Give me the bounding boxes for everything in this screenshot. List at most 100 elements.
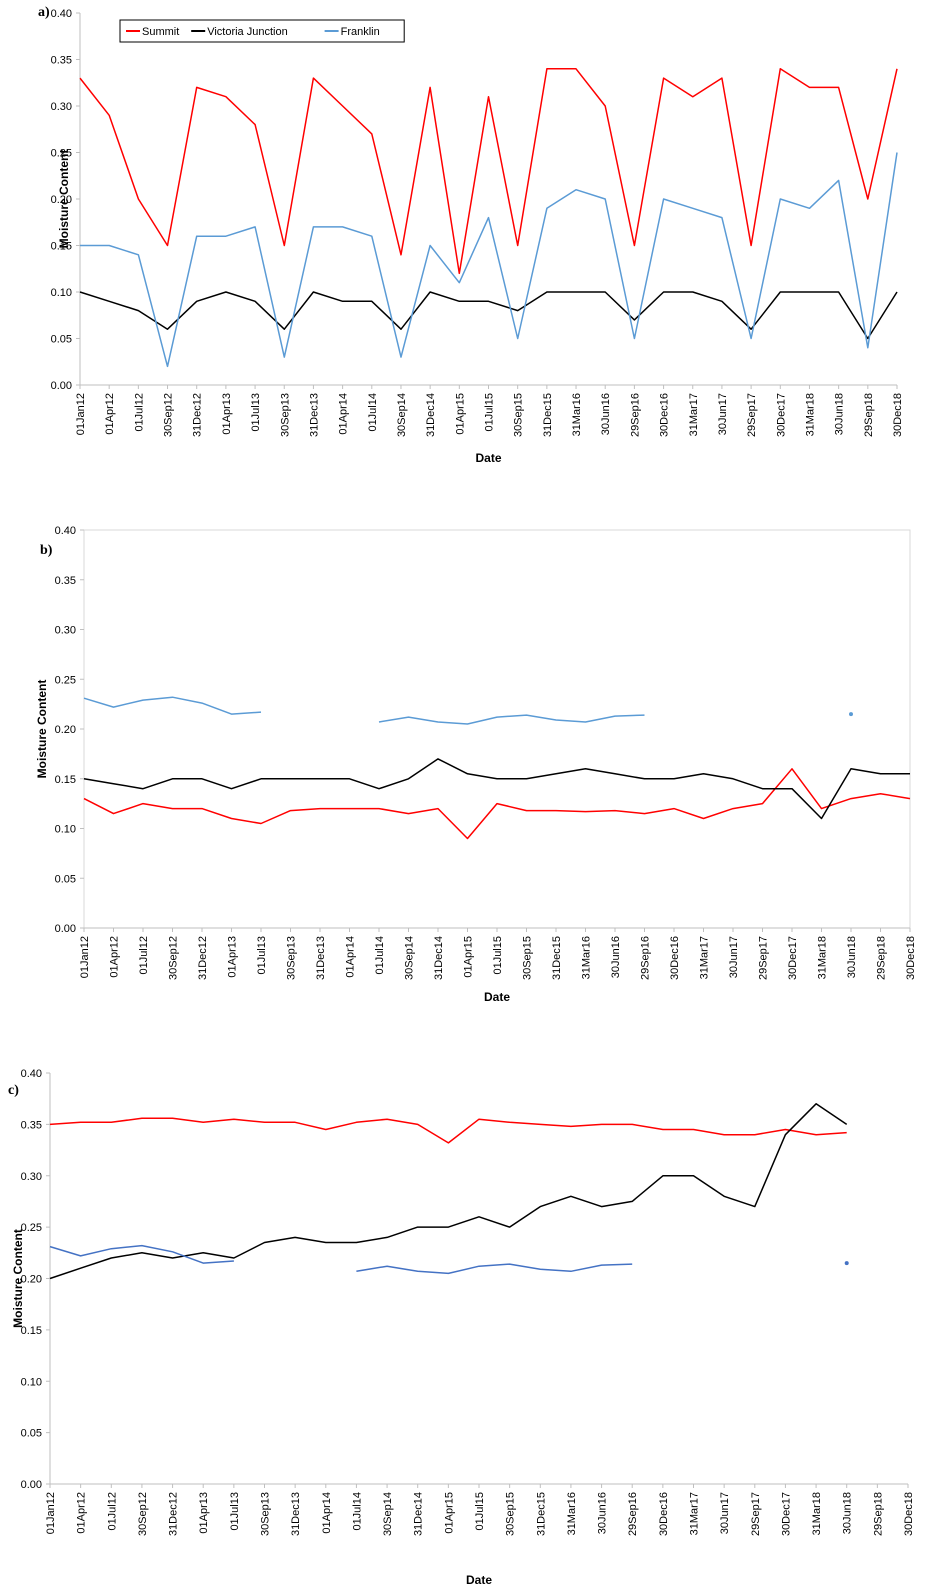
x-tick-label: 01Apr15 [454,393,466,435]
y-tick-label: 0.10 [51,287,72,299]
x-tick-label: 01Jul12 [138,936,150,975]
x-tick-label: 31Dec12 [168,1492,180,1536]
x-tick-label: 30Jun17 [719,1492,731,1534]
x-tick-label: 31Dec12 [197,936,209,980]
series-line [83,758,910,820]
x-axis-title: Date [484,990,510,1004]
x-tick-label: 30Dec16 [669,936,681,980]
y-tick-label: 0.35 [21,1119,42,1131]
x-tick-label: 29Sep16 [629,393,641,437]
x-tick-label: 31Mar16 [581,936,593,979]
x-tick-label: 30Dec16 [659,393,671,437]
x-tick-label: 01Jul13 [229,1492,241,1531]
y-tick-label: 0.35 [51,55,72,67]
x-tick-label: 29Sep17 [750,1492,762,1536]
x-tick-label: 30Sep14 [382,1492,394,1536]
series-line [49,1103,848,1280]
x-axis-title: Date [466,1573,492,1587]
x-tick-label: 01Jul14 [351,1492,363,1531]
y-axis-title: Moisture Content [11,1229,25,1328]
x-tick-label: 31Mar18 [804,393,816,436]
y-tick-label: 0.30 [51,101,72,113]
x-tick-label: 30Dec18 [892,393,904,437]
x-tick-label: 30Sep14 [396,393,408,437]
series-line [50,1246,847,1274]
x-tick-label: 01Jul14 [367,393,379,432]
y-tick-label: 0.05 [21,1428,42,1440]
x-tick-label: 30Sep12 [168,936,180,980]
x-tick-label: 30Jun16 [600,393,612,435]
x-tick-label: 29Sep18 [876,936,888,980]
x-tick-label: 01Apr15 [443,1492,455,1534]
series-line [84,697,851,724]
y-tick-label: 0.20 [21,1274,42,1286]
x-tick-label: 31Dec13 [308,393,320,437]
x-axis-title: Date [475,451,501,465]
y-tick-label: 0.00 [55,923,76,935]
x-tick-label: 31Mar16 [571,393,583,436]
point [849,712,853,717]
x-tick-label: 01Apr15 [463,936,475,978]
x-tick-label: 29Sep16 [627,1492,639,1536]
x-tick-label: 30Sep15 [522,936,534,980]
x-tick-label: 30Dec17 [775,393,787,437]
x-tick-label: 30Sep12 [163,393,175,437]
x-tick-label: 30Sep13 [279,393,291,437]
x-tick-label: 01Jul12 [106,1492,118,1531]
series-line [83,768,911,840]
x-tick-label: 29Sep17 [746,393,758,437]
legend-label: Summit [142,26,179,38]
x-tick-label: 01Jul13 [250,393,262,432]
x-tick-label: 30Sep15 [505,1492,517,1536]
x-tick-label: 01Jul12 [133,393,145,432]
x-tick-label: 29Sep17 [758,936,770,980]
series-line [79,68,898,275]
x-tick-label: 30Sep14 [404,936,416,980]
x-tick-label: 29Sep18 [872,1492,884,1536]
legend-box [119,19,405,43]
x-tick-label: 31Mar17 [688,393,700,436]
x-tick-label: 31Mar17 [689,1492,701,1535]
x-tick-label: 01Jan12 [79,936,91,978]
y-tick-label: 0.25 [51,148,72,160]
x-tick-label: 01Apr13 [227,936,239,978]
x-tick-label: 30Dec18 [903,1492,915,1536]
legend-label: Franklin [341,26,380,38]
x-tick-label: 31Dec14 [433,936,445,980]
x-tick-label: 30Sep13 [260,1492,272,1536]
x-tick-label: 31Mar16 [566,1492,578,1535]
y-tick-label: 0.20 [55,724,76,736]
series-line [79,291,898,340]
y-tick-label: 0.35 [55,575,76,587]
series-line [80,152,898,368]
y-tick-label: 0.15 [51,241,72,253]
x-tick-label: 01Apr13 [221,393,233,435]
y-tick-label: 0.30 [21,1171,42,1183]
x-tick-label: 30Jun18 [834,393,846,435]
x-tick-label: 30Sep13 [286,936,298,980]
x-tick-label: 01Jul14 [374,936,386,975]
legend: Summit Victoria Junction Franklin [119,19,405,43]
series-line [49,1117,847,1144]
x-tick-label: 30Dec18 [905,936,917,980]
x-tick-label: 31Mar17 [699,936,711,979]
x-tick-label: 30Sep15 [513,393,525,437]
x-tick-label: 01Apr14 [345,936,357,978]
x-tick-label: 29Sep16 [640,936,652,980]
x-tick-label: 01Jul15 [484,393,496,432]
x-tick-label: 01Apr12 [76,1492,88,1534]
x-tick-label: 01Apr14 [321,1492,333,1534]
x-tick-label: 01Apr12 [109,936,121,978]
y-tick-label: 0.20 [51,194,72,206]
x-tick-label: 30Dec16 [658,1492,670,1536]
x-tick-label: 31Dec13 [315,936,327,980]
panel-label: a) [38,5,50,20]
plot-frame [83,529,911,929]
point [844,1261,849,1266]
panel-label: c) [8,1083,19,1098]
x-tick-label: 30Jun16 [597,1492,609,1534]
y-tick-label: 0.00 [51,380,72,392]
x-tick-label: 31Dec15 [542,393,554,437]
y-tick-label: 0.15 [55,774,76,786]
y-tick-label: 0.40 [51,8,72,20]
